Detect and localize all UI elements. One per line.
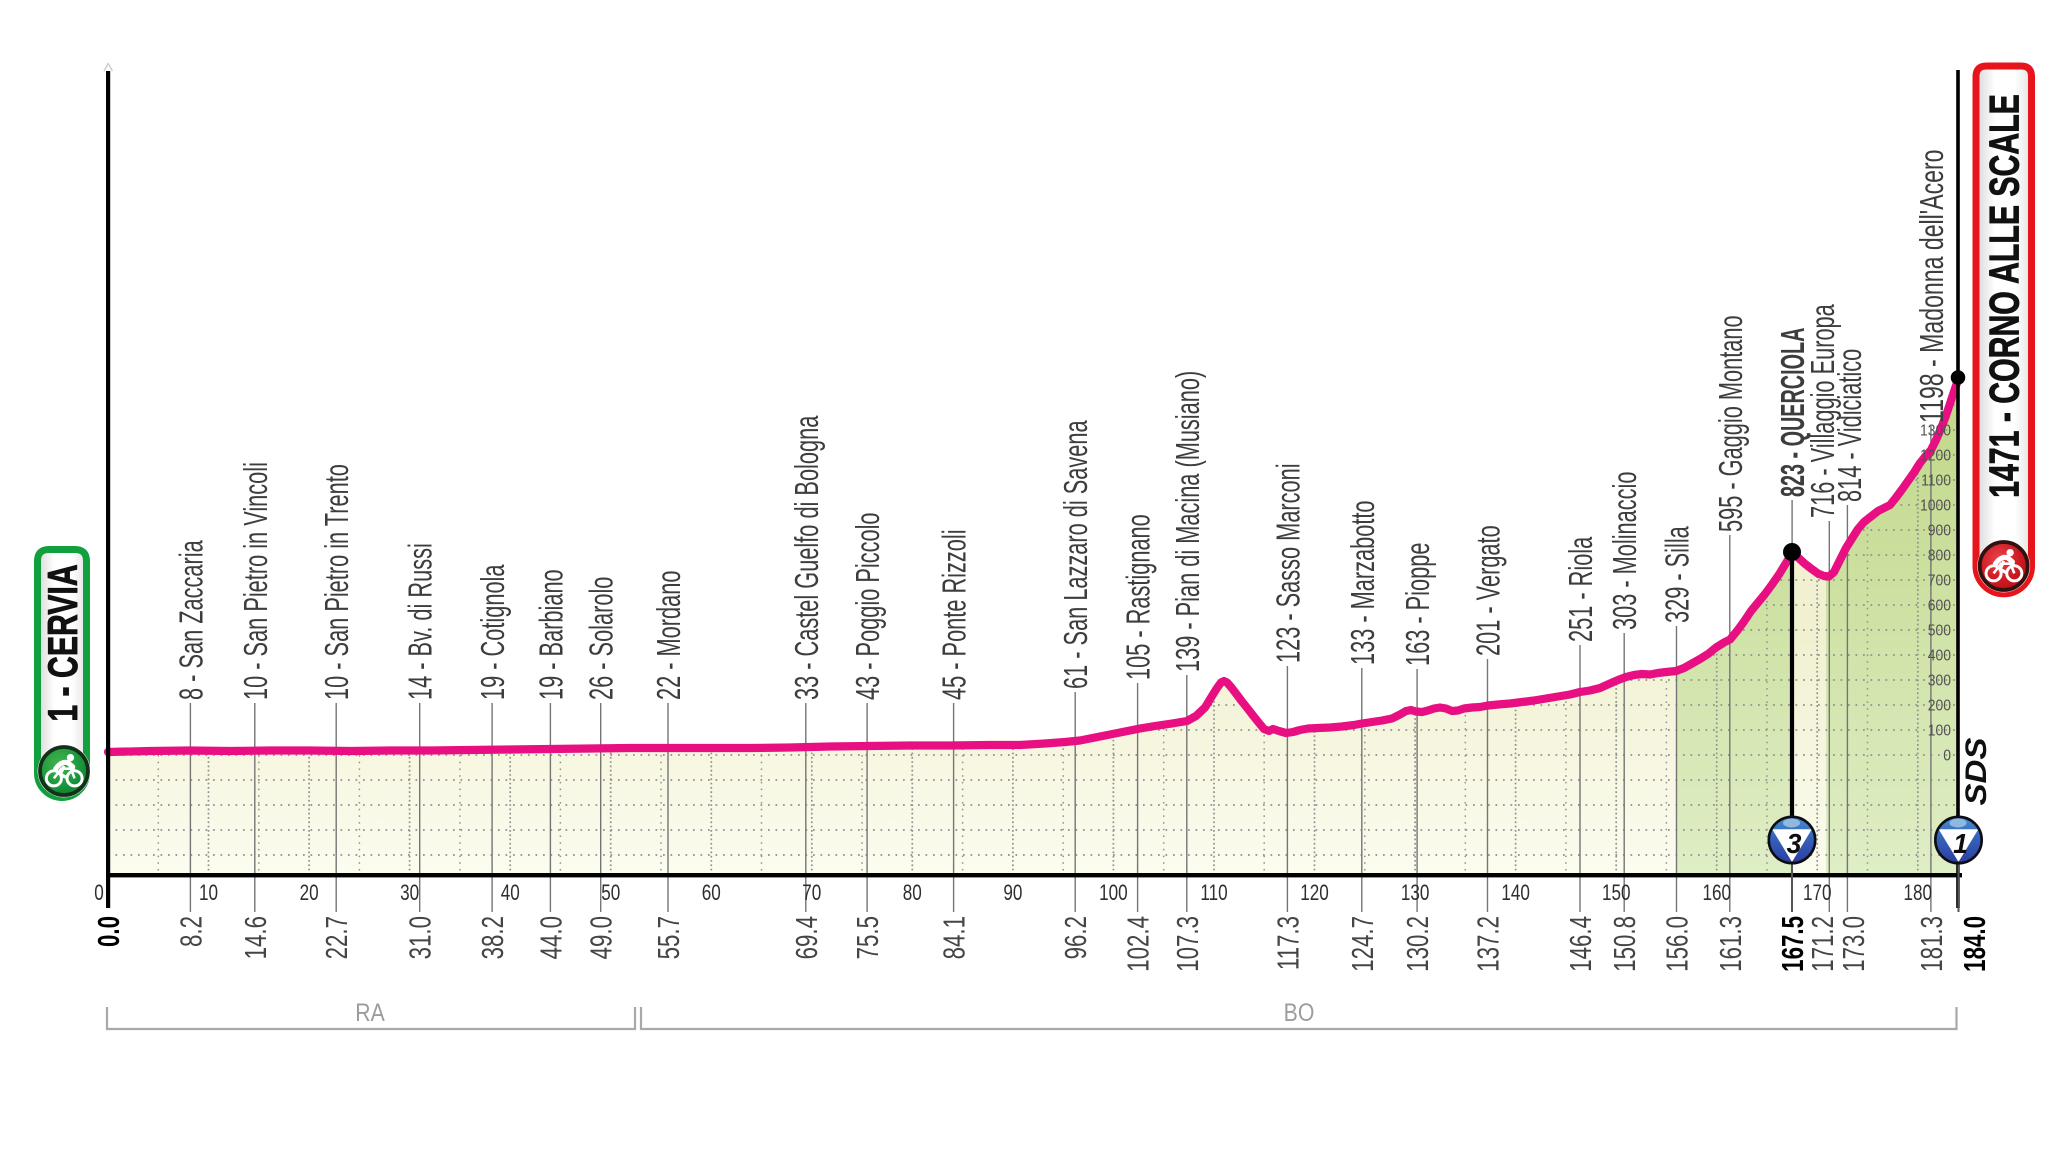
svg-text:300: 300 bbox=[1928, 672, 1951, 690]
svg-text:40: 40 bbox=[501, 881, 520, 906]
svg-text:14.6: 14.6 bbox=[238, 916, 272, 959]
svg-text:123 - Sasso Marconi: 123 - Sasso Marconi bbox=[1270, 463, 1307, 663]
svg-text:RA: RA bbox=[355, 998, 385, 1026]
svg-text:900: 900 bbox=[1928, 522, 1951, 540]
svg-text:146.4: 146.4 bbox=[1563, 916, 1597, 972]
svg-text:1100: 1100 bbox=[1921, 472, 1951, 490]
svg-text:184.0: 184.0 bbox=[1957, 916, 1991, 972]
svg-text:700: 700 bbox=[1928, 572, 1951, 590]
svg-text:156.0: 156.0 bbox=[1660, 916, 1694, 972]
svg-text:200: 200 bbox=[1928, 697, 1951, 715]
svg-text:8.2: 8.2 bbox=[174, 916, 208, 947]
svg-text:22 - Mordano: 22 - Mordano bbox=[650, 571, 687, 700]
svg-text:137.2: 137.2 bbox=[1471, 916, 1505, 972]
svg-text:167.5: 167.5 bbox=[1776, 916, 1810, 972]
svg-text:80: 80 bbox=[903, 881, 922, 906]
svg-text:201 - Vergato: 201 - Vergato bbox=[1470, 525, 1507, 656]
svg-text:BO: BO bbox=[1284, 998, 1315, 1026]
svg-text:823 - QUERCIOLA: 823 - QUERCIOLA bbox=[1774, 328, 1812, 497]
svg-text:329 - Silla: 329 - Silla bbox=[1659, 526, 1696, 623]
svg-text:10 - San Pietro in Vincoli: 10 - San Pietro in Vincoli bbox=[237, 462, 274, 700]
svg-text:30: 30 bbox=[400, 881, 419, 906]
svg-text:171.2: 171.2 bbox=[1805, 916, 1839, 972]
svg-text:44.0: 44.0 bbox=[534, 916, 568, 959]
svg-text:100: 100 bbox=[1928, 722, 1951, 740]
svg-text:303 - Molinaccio: 303 - Molinaccio bbox=[1607, 472, 1644, 630]
svg-text:49.0: 49.0 bbox=[584, 916, 618, 959]
svg-text:181.3: 181.3 bbox=[1914, 916, 1948, 972]
svg-text:133 - Marzabotto: 133 - Marzabotto bbox=[1344, 500, 1381, 665]
svg-text:45 - Ponte Rizzoli: 45 - Ponte Rizzoli bbox=[936, 529, 973, 700]
svg-text:19 - Cotignola: 19 - Cotignola bbox=[475, 564, 512, 700]
svg-text:180: 180 bbox=[1904, 881, 1933, 906]
svg-text:400: 400 bbox=[1928, 647, 1951, 665]
svg-text:10 - San Pietro in Trento: 10 - San Pietro in Trento bbox=[319, 464, 356, 700]
svg-text:120: 120 bbox=[1300, 881, 1329, 906]
svg-text:96.2: 96.2 bbox=[1059, 916, 1093, 959]
svg-text:70: 70 bbox=[802, 881, 821, 906]
svg-text:26 - Solarolo: 26 - Solarolo bbox=[583, 577, 620, 700]
svg-text:22.7: 22.7 bbox=[320, 916, 354, 959]
svg-text:38.2: 38.2 bbox=[476, 916, 510, 959]
svg-text:1 - CERVIA: 1 - CERVIA bbox=[39, 564, 86, 721]
svg-text:1198 - Madonna dell'Acero: 1198 - Madonna dell'Acero bbox=[1914, 149, 1951, 423]
svg-text:105 - Rastignano: 105 - Rastignano bbox=[1120, 514, 1157, 680]
svg-text:10: 10 bbox=[199, 881, 218, 906]
svg-text:1471 - CORNO ALLE SCALE: 1471 - CORNO ALLE SCALE bbox=[1981, 94, 2028, 498]
svg-text:1: 1 bbox=[1953, 827, 1968, 859]
svg-text:1200: 1200 bbox=[1920, 447, 1951, 465]
svg-text:69.4: 69.4 bbox=[789, 916, 823, 959]
svg-text:161.3: 161.3 bbox=[1713, 916, 1747, 972]
svg-text:163 - Pioppe: 163 - Pioppe bbox=[1400, 543, 1437, 666]
svg-text:0: 0 bbox=[94, 881, 104, 906]
svg-text:1300: 1300 bbox=[1920, 422, 1951, 440]
svg-text:160: 160 bbox=[1702, 881, 1731, 906]
svg-text:50: 50 bbox=[601, 881, 620, 906]
svg-text:84.1: 84.1 bbox=[937, 916, 971, 959]
svg-text:173.0: 173.0 bbox=[1836, 916, 1870, 972]
svg-text:107.3: 107.3 bbox=[1170, 916, 1204, 972]
svg-text:800: 800 bbox=[1928, 547, 1951, 565]
svg-text:139 - Pian di Macina (Musiano): 139 - Pian di Macina (Musiano) bbox=[1169, 371, 1206, 672]
svg-text:124.7: 124.7 bbox=[1345, 916, 1379, 972]
svg-text:150: 150 bbox=[1602, 881, 1631, 906]
svg-text:SDS: SDS bbox=[1960, 737, 1993, 805]
svg-text:117.3: 117.3 bbox=[1271, 916, 1305, 970]
svg-text:90: 90 bbox=[1003, 881, 1022, 906]
svg-text:14 - Bv. di Russi: 14 - Bv. di Russi bbox=[402, 543, 439, 700]
svg-text:130.2: 130.2 bbox=[1401, 916, 1435, 972]
svg-text:251 - Riola: 251 - Riola bbox=[1562, 536, 1599, 642]
svg-text:1000: 1000 bbox=[1920, 497, 1951, 515]
svg-text:150.8: 150.8 bbox=[1608, 916, 1642, 972]
svg-text:43 - Poggio Piccolo: 43 - Poggio Piccolo bbox=[850, 512, 887, 700]
svg-text:130: 130 bbox=[1401, 881, 1430, 906]
svg-text:75.5: 75.5 bbox=[851, 916, 885, 959]
svg-text:716 - Villaggio Europa: 716 - Villaggio Europa bbox=[1804, 304, 1841, 518]
svg-text:600: 600 bbox=[1928, 597, 1951, 615]
svg-text:102.4: 102.4 bbox=[1121, 916, 1155, 972]
svg-text:3: 3 bbox=[1787, 827, 1802, 859]
svg-text:814 - Vidiciatico: 814 - Vidiciatico bbox=[1831, 349, 1868, 502]
svg-text:500: 500 bbox=[1928, 622, 1951, 640]
svg-text:61 - San Lazzaro di Savena: 61 - San Lazzaro di Savena bbox=[1058, 420, 1095, 689]
svg-text:19 - Barbiano: 19 - Barbiano bbox=[533, 569, 570, 700]
svg-text:31.0: 31.0 bbox=[403, 916, 437, 959]
svg-text:20: 20 bbox=[300, 881, 319, 906]
svg-text:140: 140 bbox=[1501, 881, 1530, 906]
svg-text:60: 60 bbox=[702, 881, 721, 906]
svg-text:100: 100 bbox=[1099, 881, 1128, 906]
svg-text:33 - Castel Guelfo di Bologna: 33 - Castel Guelfo di Bologna bbox=[788, 415, 825, 700]
svg-text:0: 0 bbox=[1943, 747, 1951, 765]
svg-text:595 - Gaggio Montano: 595 - Gaggio Montano bbox=[1712, 315, 1749, 532]
svg-text:110: 110 bbox=[1200, 881, 1227, 906]
svg-text:8 - San Zaccaria: 8 - San Zaccaria bbox=[173, 540, 210, 700]
svg-text:55.7: 55.7 bbox=[651, 916, 685, 959]
svg-text:0.0: 0.0 bbox=[91, 916, 125, 947]
svg-text:170: 170 bbox=[1803, 881, 1832, 906]
